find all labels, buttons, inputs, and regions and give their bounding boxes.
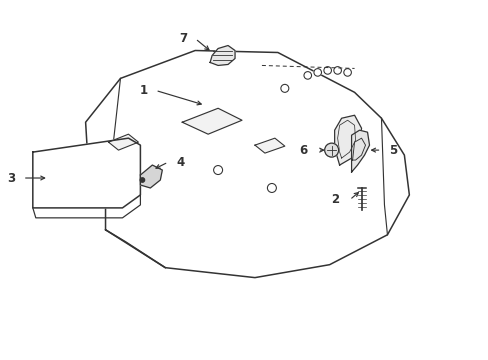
Polygon shape [108,134,138,150]
Text: 2: 2 [331,193,339,206]
Polygon shape [210,45,235,66]
Circle shape [140,178,144,182]
Circle shape [267,184,276,193]
Circle shape [324,143,338,157]
Circle shape [343,69,351,76]
Polygon shape [182,108,242,134]
Text: 1: 1 [139,84,147,97]
Polygon shape [140,165,162,188]
Polygon shape [334,115,361,165]
Polygon shape [85,50,408,278]
Text: 4: 4 [176,156,184,168]
Circle shape [323,67,331,74]
Polygon shape [254,138,285,153]
Circle shape [213,166,222,175]
Text: 6: 6 [299,144,307,157]
Circle shape [333,67,341,74]
Circle shape [313,69,321,76]
Polygon shape [33,138,140,208]
Circle shape [280,84,288,92]
Circle shape [304,72,311,79]
Text: 7: 7 [179,32,187,45]
Text: 5: 5 [388,144,397,157]
Text: 3: 3 [7,171,15,185]
Polygon shape [351,130,369,172]
